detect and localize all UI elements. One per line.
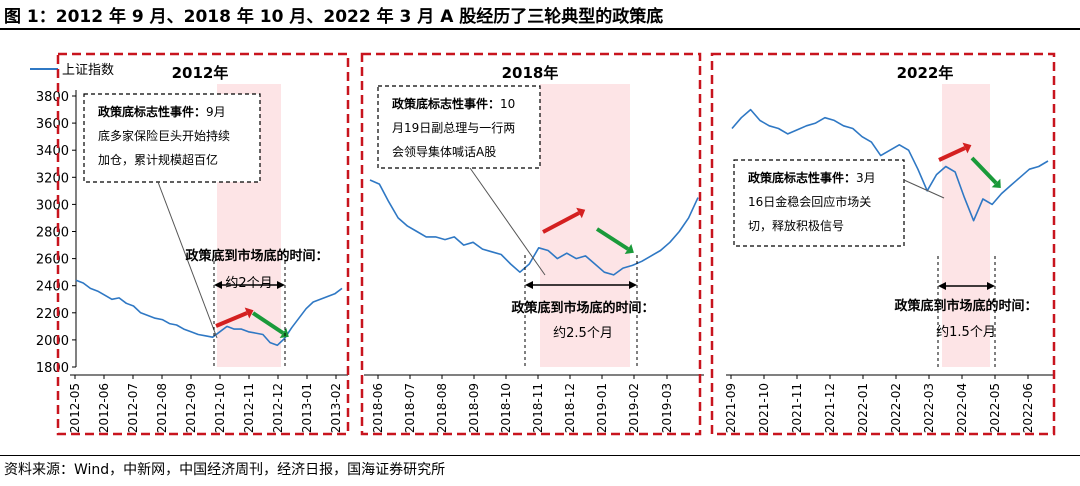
- interval-arrow-left-head: [938, 282, 946, 290]
- x-tick-label: 2019-02: [627, 383, 641, 433]
- event-text-line-1: 政策底标志性事件：3月: [748, 170, 876, 185]
- down-arrow-shaft: [595, 227, 630, 251]
- down-arrow-shaft: [970, 156, 998, 185]
- down-arrow-head: [279, 328, 289, 338]
- event-text-line-2: 月19日副总理与一行两: [392, 121, 515, 135]
- x-tick-label: 2012-07: [126, 383, 140, 433]
- x-tick-label: 2022-01: [856, 383, 870, 433]
- panel-title: 2012年: [172, 64, 229, 82]
- up-arrow-head: [576, 207, 586, 219]
- x-tick-label: 2013-01: [300, 383, 314, 433]
- up-arrow-head: [244, 307, 254, 319]
- event-text-line-3: 会领导集体喊话A股: [392, 144, 496, 159]
- interval-value: 约1.5个月: [936, 325, 996, 340]
- event-text-line-2: 16日金稳会回应市场关: [748, 194, 871, 209]
- x-tick-label: 2021-09: [724, 383, 738, 433]
- x-tick-label: 2019-01: [595, 383, 609, 433]
- interval-arrow-left-head: [214, 281, 222, 289]
- x-tick-label: 2018-09: [467, 383, 481, 433]
- y-tick-label: 3400: [36, 144, 69, 159]
- x-tick-label: 2012-05: [68, 383, 82, 433]
- y-tick-label: 2400: [36, 280, 69, 295]
- y-tick-label: 1800: [36, 361, 69, 376]
- interval-arrow-right-head: [629, 281, 637, 289]
- series-line-2018年: [369, 179, 699, 276]
- y-tick-label: 3800: [36, 90, 69, 105]
- interval-arrow-right-head: [987, 282, 995, 290]
- leader-line: [903, 179, 945, 199]
- x-tick-label: 2012-06: [97, 383, 111, 433]
- x-tick-label: 2021-12: [823, 383, 837, 433]
- title-rule: [0, 28, 1080, 30]
- x-tick-label: 2012-11: [242, 383, 256, 433]
- down-arrow-shaft: [251, 311, 285, 335]
- y-tick-label: 2600: [36, 253, 69, 268]
- x-tick-label: 2018-11: [531, 383, 545, 433]
- x-tick-label: 2021-11: [790, 383, 804, 433]
- y-tick-label: 2800: [36, 226, 69, 241]
- down-arrow-head: [624, 244, 634, 254]
- y-tick-label: 3600: [36, 117, 69, 132]
- event-box-right-2022: [733, 159, 905, 247]
- up-arrow-head: [962, 142, 972, 154]
- interval-label: 政策底到市场底的时间：: [894, 298, 1037, 314]
- interval-arrow-left-head: [525, 281, 533, 289]
- x-tick-label: 2012-12: [271, 383, 285, 433]
- event-text-line-2: 底多家保险巨头开始持续: [98, 128, 230, 143]
- policy-bottom-chart: 1800 2000 2200 2400 2600 2800 3000 3200 3400 3600…: [30, 52, 1056, 436]
- x-tick-label: 2012-09: [184, 383, 198, 433]
- x-tick-label: 2019-03: [660, 383, 674, 433]
- x-tick-label: 2018-07: [403, 383, 417, 433]
- x-tick-label: 2018-10: [499, 383, 513, 433]
- x-tick-label: 2022-03: [922, 383, 936, 433]
- interval-value: 约2.5个月: [553, 326, 613, 341]
- y-tick-label: 3000: [36, 198, 69, 213]
- x-tick-label: 2022-02: [889, 383, 903, 433]
- interval-label: 政策底到市场底的时间：: [185, 248, 328, 264]
- leader-line: [157, 181, 218, 339]
- x-tick-label: 2018-06: [371, 383, 385, 433]
- event-text-line-3: 加仓，累计规模超百亿: [98, 152, 218, 167]
- down-arrow-head: [991, 178, 1001, 188]
- event-text-line-1: 政策底标志性事件：9月: [98, 104, 226, 119]
- up-arrow-shaft: [938, 146, 966, 162]
- up-arrow-shaft: [542, 211, 580, 234]
- x-tick-label: 2021-10: [757, 383, 771, 433]
- x-tick-label: 2012-08: [155, 383, 169, 433]
- interval-label: 政策底到市场底的时间：: [511, 300, 654, 316]
- figure-title: 图 1：2012 年 9 月、2018 年 10 月、2022 年 3 月 A …: [4, 7, 664, 27]
- x-tick-label: 2013-02: [329, 383, 343, 433]
- interval-value: 约2个月: [225, 276, 272, 291]
- panel-title: 2018年: [502, 64, 559, 82]
- highlight-band-right-2022: [942, 84, 990, 367]
- series-line-2022年: [731, 108, 1049, 222]
- event-box-mid-2018: [377, 85, 541, 169]
- panel-frame-left-2012: [56, 52, 350, 436]
- event-box-left-2012: [83, 93, 261, 183]
- panel-title: 2022年: [897, 64, 954, 82]
- footer-rule: [0, 455, 1080, 456]
- x-tick-label: 2022-04: [955, 383, 969, 433]
- y-tick-label: 3200: [36, 171, 69, 186]
- interval-arrow-right-head: [277, 281, 285, 289]
- x-tick-label: 2012-10: [213, 383, 227, 433]
- event-text-line-3: 切，释放积极信号: [748, 218, 844, 233]
- series-line-2012年: [75, 279, 343, 347]
- panel-frame-right-2022: [710, 52, 1056, 436]
- panel-frame-mid-2018: [360, 52, 702, 436]
- x-tick-label: 2018-12: [563, 383, 577, 433]
- leader-line: [469, 167, 546, 276]
- x-tick-label: 2022-06: [1021, 383, 1035, 433]
- legend-label: 上证指数: [62, 63, 114, 78]
- up-arrow-shaft: [215, 311, 248, 328]
- y-tick-label: 2000: [36, 334, 69, 349]
- y-tick-label: 2200: [36, 307, 69, 322]
- event-text-line-1: 政策底标志性事件：10: [392, 96, 515, 111]
- x-tick-label: 2022-05: [988, 383, 1002, 433]
- x-tick-label: 2018-08: [435, 383, 449, 433]
- source-note: 资料来源：Wind，中新网，中国经济周刊，经济日报，国海证券研究所: [4, 462, 446, 478]
